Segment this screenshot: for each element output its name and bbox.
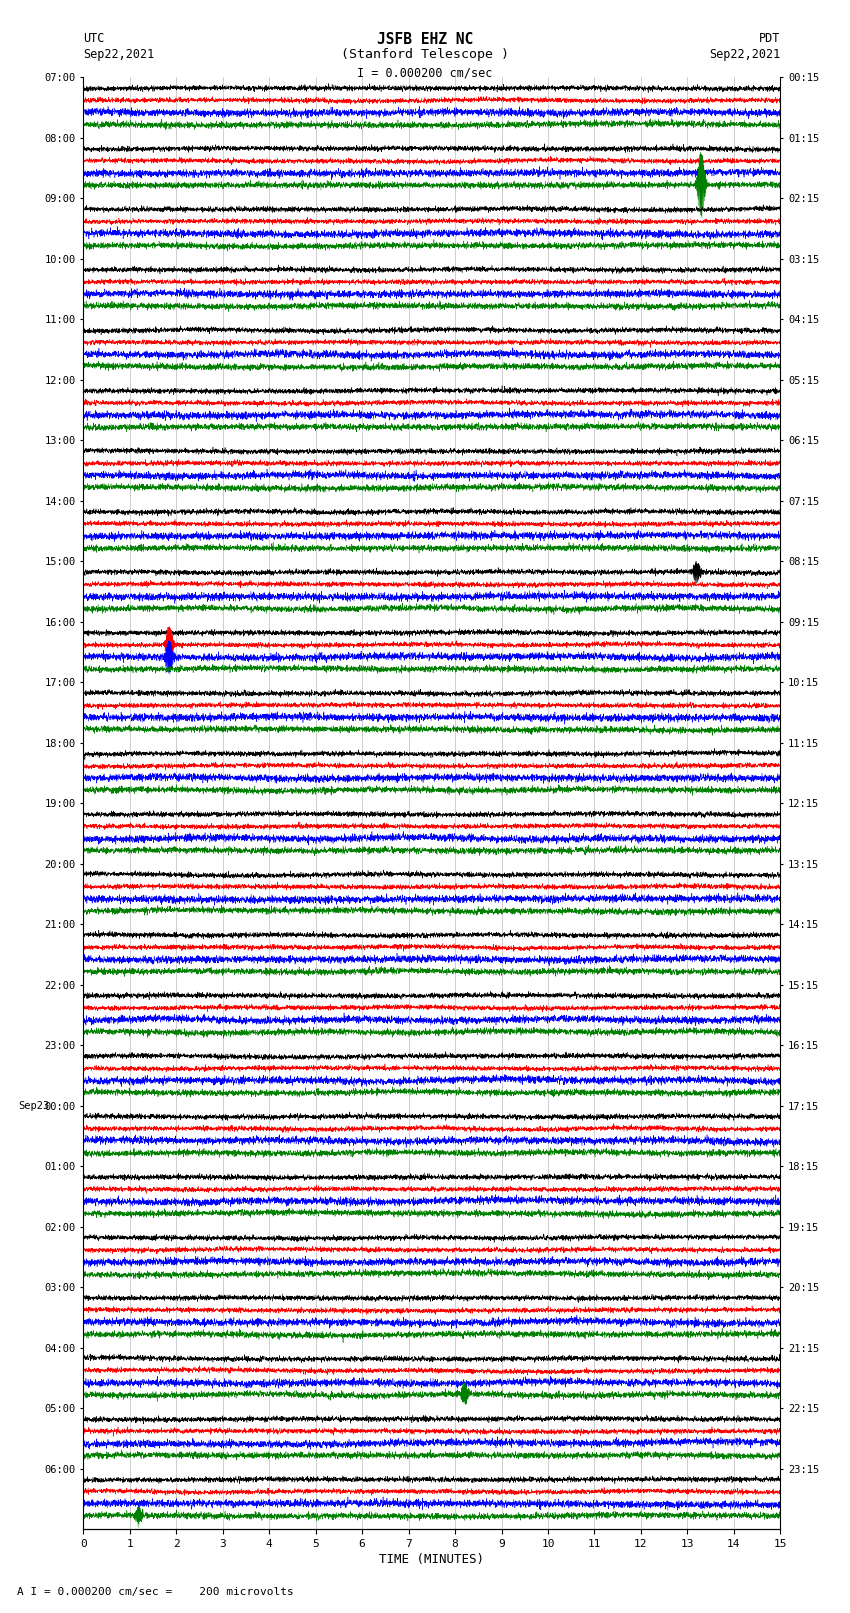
X-axis label: TIME (MINUTES): TIME (MINUTES) xyxy=(379,1553,484,1566)
Text: JSFB EHZ NC: JSFB EHZ NC xyxy=(377,32,473,47)
Text: I = 0.000200 cm/sec: I = 0.000200 cm/sec xyxy=(357,66,493,79)
Text: PDT: PDT xyxy=(759,32,780,45)
Text: Sep22,2021: Sep22,2021 xyxy=(83,48,155,61)
Text: Sep22,2021: Sep22,2021 xyxy=(709,48,780,61)
Text: UTC: UTC xyxy=(83,32,105,45)
Text: A I = 0.000200 cm/sec =    200 microvolts: A I = 0.000200 cm/sec = 200 microvolts xyxy=(17,1587,294,1597)
Text: (Stanford Telescope ): (Stanford Telescope ) xyxy=(341,48,509,61)
Text: Sep23: Sep23 xyxy=(19,1100,50,1111)
